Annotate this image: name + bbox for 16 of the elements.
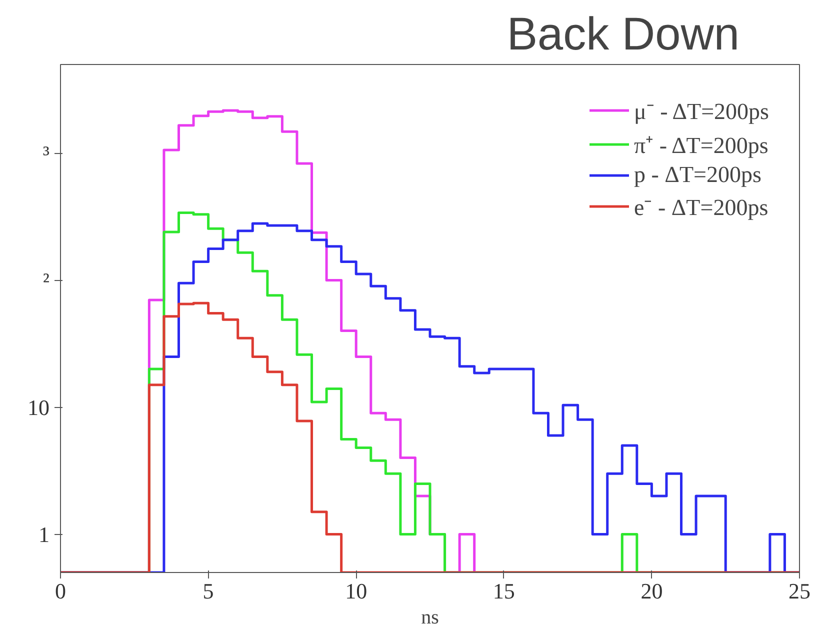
legend-label: e⁻ - ΔT=200ps — [634, 194, 768, 222]
x-tick-label: 25 — [788, 578, 810, 604]
x-axis-title: ns — [421, 606, 440, 628]
y-tick-label: 10 — [28, 394, 50, 420]
y-tick-label: ³ — [42, 140, 50, 166]
legend-label: p - ΔT=200ps — [634, 162, 762, 188]
y-tick-label: 1 — [38, 522, 50, 547]
y-tick-label: ² — [42, 268, 50, 293]
chart-title: Back Down — [506, 8, 740, 60]
legend-label: π⁺ - ΔT=200ps — [634, 132, 768, 160]
x-tick-label: 5 — [202, 578, 214, 604]
x-tick-label: 0 — [55, 578, 66, 604]
x-tick-label: 15 — [492, 578, 515, 604]
x-tick-label: 20 — [640, 578, 663, 604]
x-tick-label: 10 — [345, 578, 368, 604]
legend-label: μ⁻ - ΔT=200ps — [634, 98, 769, 126]
